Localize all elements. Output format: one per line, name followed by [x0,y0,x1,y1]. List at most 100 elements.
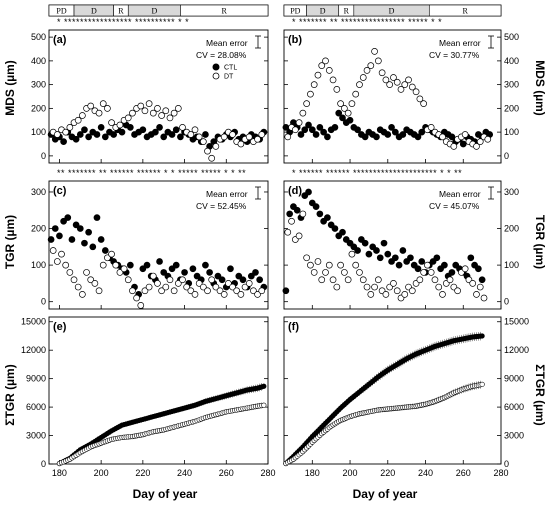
data-point [341,105,348,112]
y-tick-label: 500 [504,32,519,42]
y-label-cum-right: ΣTGR (µm) [533,364,547,425]
phase-label: R [118,7,124,16]
data-point [473,291,480,298]
data-point [305,188,312,196]
data-point [93,131,101,138]
y-tick-label: 0 [504,297,509,307]
data-point [245,133,253,141]
x-tick-label: 240 [418,468,433,478]
y-tick-label: 500 [31,32,46,42]
data-point [189,265,197,273]
series-ctl [283,331,485,467]
y-tick-label: 0 [41,151,46,161]
data-point [329,76,337,84]
legend-dt-marker [212,72,220,80]
data-point [47,236,55,243]
legend-dt-label: DT [224,74,234,81]
panel-label: (e) [53,321,67,333]
data-point [99,100,107,107]
data-point [376,254,384,262]
panel-d: 0 100 200 300 (d) * ****** ****** ***********… [282,168,519,310]
data-point [354,126,361,134]
cv-label: CV = 30.77% [429,50,480,60]
y-tick-label: 200 [504,224,519,234]
mean-error-label: Mean error [439,38,481,48]
y-label-mds-right: MDS (µm) [533,60,547,116]
phase-label: R [462,7,468,16]
data-point [331,225,339,232]
y-tick-label: 15000 [504,317,529,327]
data-point [310,81,318,88]
series-ctl [282,109,494,148]
data-point [74,116,82,124]
data-point [473,143,480,150]
data-point [141,287,149,295]
x-tick-label: 220 [135,468,150,478]
significance-stars: * ****** ****** ********************* * … [292,168,462,178]
data-point [252,269,259,276]
data-point [187,131,195,138]
data-point [83,269,90,276]
plot-frame [48,180,269,310]
phase-label: R [344,7,350,16]
data-point [439,291,446,298]
data-point [420,269,427,276]
y-tick-label: 300 [504,187,519,197]
data-point [433,254,441,262]
data-point [116,269,124,276]
y-tick-label: 12000 [21,345,46,355]
y-tick-label: 100 [31,127,46,137]
data-point [76,225,84,232]
phase-label: PD [290,7,300,16]
data-point [308,126,316,134]
data-point [158,112,165,119]
data-point [170,287,178,295]
y-tick-label: 0 [504,459,509,469]
data-point [254,291,261,298]
y-tick-label: 15000 [21,317,46,327]
phase-segment-r [428,4,502,17]
y-tick-label: 100 [504,127,519,137]
x-label-left: Day of year [133,487,198,501]
data-point [137,301,145,309]
data-point [49,247,57,254]
y-tick-label: 400 [31,56,46,66]
data-point [356,81,363,88]
data-point [89,243,97,251]
data-point [101,133,109,141]
y-tick-label: 3000 [26,431,46,441]
data-point [427,124,435,131]
data-point [405,76,412,84]
data-point [237,291,245,298]
data-point [172,126,180,134]
phase-label: PD [56,7,66,16]
data-point [81,126,88,134]
data-point [299,109,307,117]
data-point [305,121,312,129]
significance-stars: ** ******* ** ****** ****** * * ***** **… [57,168,246,178]
data-point [126,261,134,269]
data-point [382,291,390,298]
phase-label: D [320,7,326,16]
data-point [310,269,318,276]
data-point [143,261,151,269]
data-point [87,276,95,284]
y-tick-label: 9000 [26,374,46,384]
data-point [124,114,132,122]
data-point [454,287,461,295]
data-point [361,133,369,141]
data-point [418,128,426,136]
data-point [384,250,392,258]
data-point [476,283,484,291]
data-point [459,140,467,148]
data-point [288,217,295,225]
data-point [424,261,431,269]
panel-label: (b) [288,34,302,46]
data-point [206,269,213,276]
plot-frame [283,180,502,310]
data-point [51,225,59,232]
data-point [85,228,92,236]
data-point [314,71,322,79]
y-label-tgr-left: TGR (µm) [3,215,17,269]
